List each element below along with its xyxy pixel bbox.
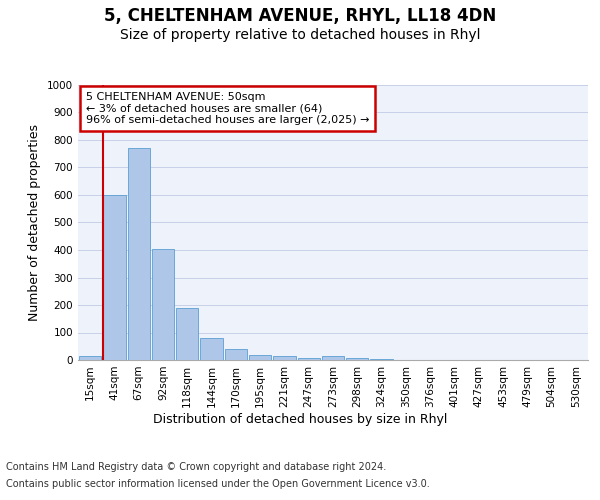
Y-axis label: Number of detached properties: Number of detached properties [28, 124, 41, 321]
Bar [176, 308, 199, 360]
Text: Distribution of detached houses by size in Rhyl: Distribution of detached houses by size … [153, 412, 447, 426]
Bar [298, 358, 320, 360]
Text: 5 CHELTENHAM AVENUE: 50sqm
← 3% of detached houses are smaller (64)
96% of semi-: 5 CHELTENHAM AVENUE: 50sqm ← 3% of detac… [86, 92, 369, 125]
Bar [322, 356, 344, 360]
Bar [79, 356, 101, 360]
Bar [346, 358, 368, 360]
Bar [200, 338, 223, 360]
Bar [103, 195, 125, 360]
Bar [152, 248, 174, 360]
Text: Size of property relative to detached houses in Rhyl: Size of property relative to detached ho… [120, 28, 480, 42]
Bar [273, 356, 296, 360]
Bar [249, 354, 271, 360]
Text: Contains HM Land Registry data © Crown copyright and database right 2024.: Contains HM Land Registry data © Crown c… [6, 462, 386, 472]
Text: 5, CHELTENHAM AVENUE, RHYL, LL18 4DN: 5, CHELTENHAM AVENUE, RHYL, LL18 4DN [104, 8, 496, 26]
Text: Contains public sector information licensed under the Open Government Licence v3: Contains public sector information licen… [6, 479, 430, 489]
Bar [128, 148, 150, 360]
Bar [224, 349, 247, 360]
